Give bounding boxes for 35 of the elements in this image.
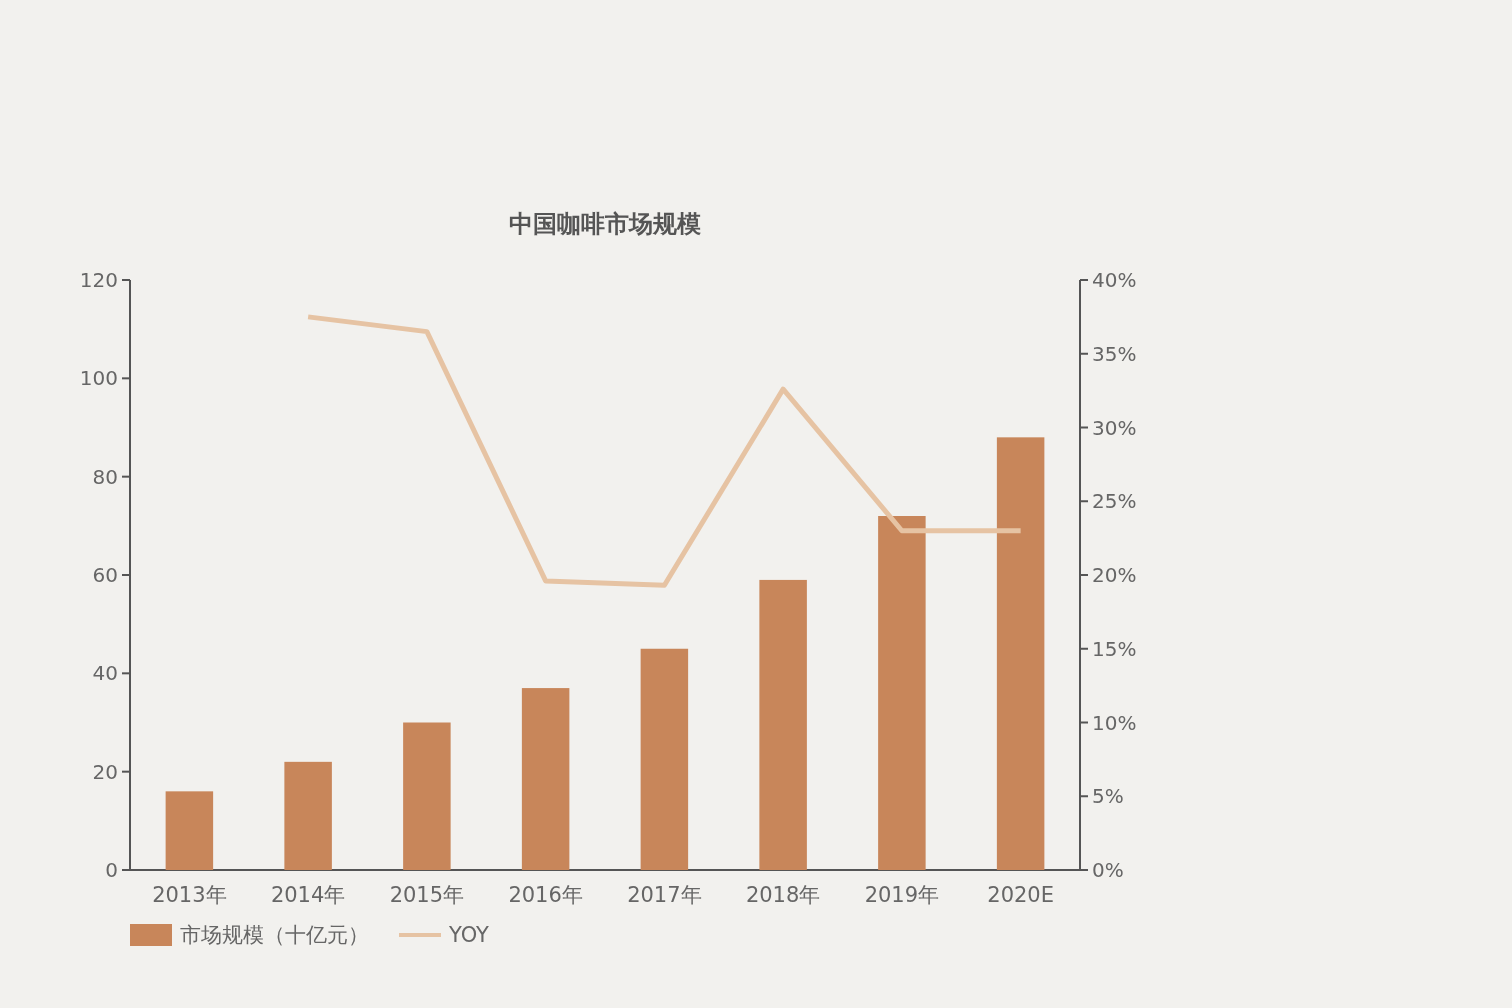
bar bbox=[403, 722, 451, 870]
y2-tick-label: 25% bbox=[1092, 489, 1137, 514]
y2-tick-label: 35% bbox=[1092, 341, 1137, 366]
y-tick-label: 120 bbox=[79, 268, 118, 292]
x-tick-label: 2013年 bbox=[152, 883, 227, 907]
bar bbox=[640, 648, 689, 870]
legend-label: YOY bbox=[448, 923, 490, 947]
x-tick-label: 2017年 bbox=[627, 883, 702, 907]
y2-tick-label: 0% bbox=[1092, 858, 1124, 882]
legend-label: 市场规模（十亿元） bbox=[180, 923, 369, 947]
y2-tick-label: 20% bbox=[1092, 563, 1137, 587]
y2-tick-label: 15% bbox=[1092, 636, 1137, 661]
x-tick-label: 2019年 bbox=[864, 883, 940, 907]
bar bbox=[521, 688, 570, 870]
x-tick-label: 2015年 bbox=[389, 883, 465, 907]
y-tick-label: 40 bbox=[92, 661, 118, 686]
y2-tick-label: 30% bbox=[1092, 415, 1137, 440]
bar bbox=[996, 437, 1045, 870]
chart-title: 中国咖啡市场规模 bbox=[509, 210, 701, 238]
y2-tick-label: 40% bbox=[1092, 268, 1137, 292]
bar bbox=[284, 761, 332, 870]
bar bbox=[759, 579, 807, 870]
x-tick-label: 2014年 bbox=[270, 883, 346, 907]
bar bbox=[165, 791, 214, 870]
x-tick-label: 2020E bbox=[987, 883, 1054, 907]
y-tick-label: 80 bbox=[92, 464, 118, 489]
x-tick-label: 2016年 bbox=[508, 883, 583, 907]
bar bbox=[878, 516, 926, 870]
y-tick-label: 20 bbox=[92, 759, 118, 784]
y-tick-label: 0 bbox=[105, 858, 118, 882]
y-tick-label: 100 bbox=[79, 366, 118, 391]
y2-tick-label: 10% bbox=[1092, 710, 1137, 735]
x-tick-label: 2018年 bbox=[745, 883, 821, 907]
y-tick-label: 60 bbox=[92, 563, 118, 587]
y2-tick-label: 5% bbox=[1092, 784, 1124, 809]
